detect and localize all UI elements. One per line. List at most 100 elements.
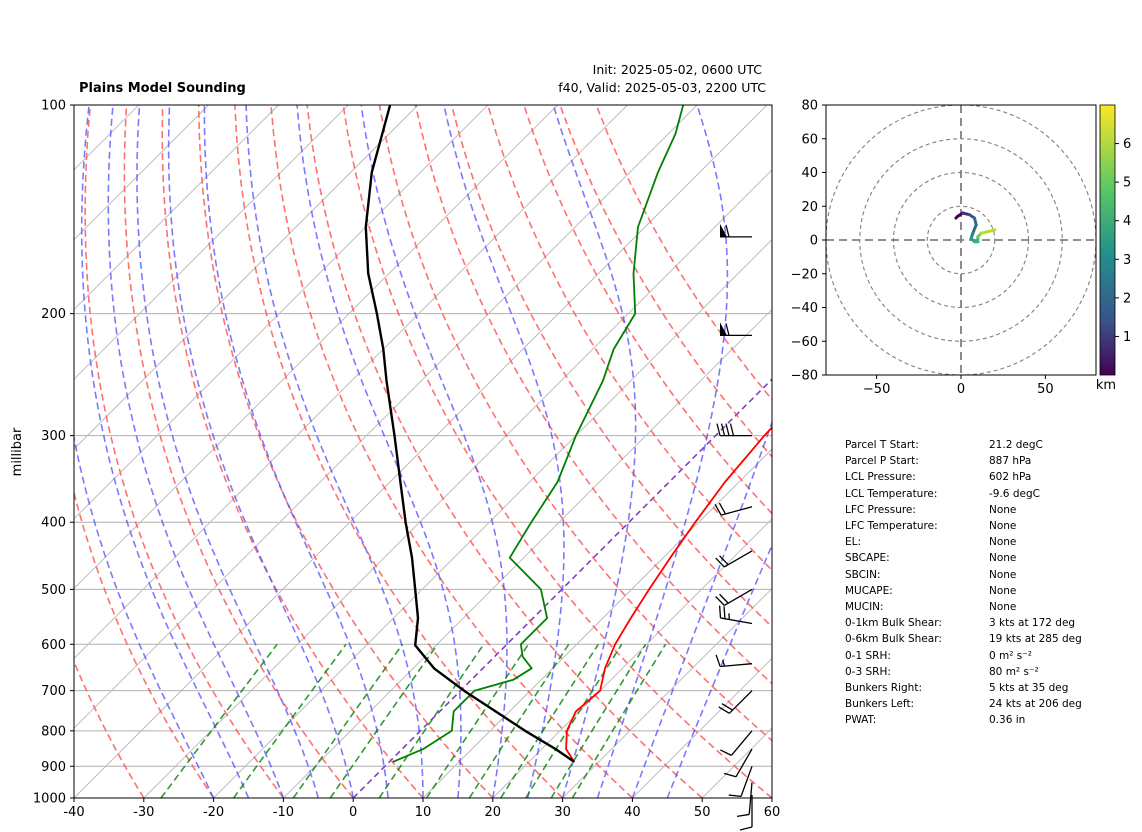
moist-adiabat xyxy=(360,105,508,798)
param-row: SBCIN: None xyxy=(845,567,1082,583)
dry-adiabat xyxy=(559,105,772,458)
dewpoint-profile xyxy=(392,105,685,763)
param-value: 0 m² s⁻² xyxy=(989,649,1033,662)
param-key: Bunkers Left: xyxy=(845,698,915,711)
colorbar-tick-label: 3 xyxy=(1123,253,1131,268)
x-tick-label: 50 xyxy=(694,805,711,820)
mixing-ratio-line xyxy=(160,643,278,798)
x-tick-label: 20 xyxy=(485,805,502,820)
param-value: 602 hPa xyxy=(989,471,1032,484)
barb-full xyxy=(739,826,753,831)
x-tick-label: -40 xyxy=(63,805,84,820)
wind-barb xyxy=(716,423,752,437)
barb-full xyxy=(718,605,722,618)
param-key: 0-6km Bulk Shear: xyxy=(845,633,942,646)
wind-barb xyxy=(715,654,753,668)
param-value: 887 hPa xyxy=(989,455,1032,468)
mixing-ratio-line xyxy=(500,643,599,798)
barb-flag xyxy=(720,223,727,237)
mixing-ratio-line xyxy=(378,643,485,798)
mixing-ratio-line xyxy=(232,643,347,798)
mixing-ratio-line xyxy=(292,643,404,798)
barb-full xyxy=(720,423,726,436)
x-tick-label: -10 xyxy=(273,805,294,820)
x-tick-label: 40 xyxy=(624,805,641,820)
param-value: 5 kts at 35 deg xyxy=(989,682,1069,695)
barb-flag xyxy=(720,322,727,336)
colorbar xyxy=(1099,104,1116,376)
barb-full xyxy=(719,593,729,604)
mixing-ratio-line xyxy=(329,643,439,798)
isotherm xyxy=(143,169,772,798)
param-row: Bunkers Left: 24 kts at 206 deg xyxy=(845,696,1082,712)
init-time: Init: 2025-05-02, 0600 UTC xyxy=(593,62,763,77)
barb-full xyxy=(728,794,742,798)
barb-staff xyxy=(720,506,753,516)
dry-adiabat xyxy=(270,105,633,798)
param-value: 80 m² s⁻² xyxy=(989,665,1039,678)
y-tick-label: 800 xyxy=(41,724,66,739)
sounding-parameters: Parcel T Start: 21.2 degC Parcel P Start: 8… xyxy=(845,437,1082,729)
chart-title: Plains Model Sounding xyxy=(79,81,246,96)
moist-adiabat xyxy=(107,105,285,798)
param-row: 0-6km Bulk Shear: 19 kts at 285 deg xyxy=(845,631,1082,647)
hodo-y-tick-label: −80 xyxy=(791,369,818,384)
barb-staff xyxy=(740,766,753,797)
y-tick-label: 500 xyxy=(41,583,66,598)
valid-time: f40, Valid: 2025-05-03, 2200 UTC xyxy=(558,80,766,95)
dry-adiabat xyxy=(414,105,772,685)
param-key: 0-1 SRH: xyxy=(845,649,891,662)
param-key: 0-3 SRH: xyxy=(845,665,891,678)
barb-staff xyxy=(748,782,753,815)
x-tick-label: 60 xyxy=(764,805,781,820)
hodo-y-tick-label: 40 xyxy=(801,166,818,181)
param-key: LFC Temperature: xyxy=(845,520,938,533)
x-tick-label: -30 xyxy=(133,805,154,820)
param-value: None xyxy=(989,584,1017,597)
hodograph-segment xyxy=(986,228,997,234)
barb-staff xyxy=(735,748,753,778)
y-tick-label: 1000 xyxy=(33,792,66,807)
dry-adiabat xyxy=(306,105,703,798)
param-row: SBCAPE: None xyxy=(845,550,1082,566)
param-key: EL: xyxy=(845,536,862,549)
param-value: 19 kts at 285 deg xyxy=(989,633,1082,646)
hodo-y-tick-label: −60 xyxy=(791,335,818,350)
hodo-x-tick-label: −50 xyxy=(863,382,890,397)
wind-barb xyxy=(715,550,753,568)
isotherm xyxy=(632,657,772,798)
barb-full xyxy=(729,423,735,436)
y-tick-label: 400 xyxy=(41,516,66,531)
hodo-y-tick-label: 60 xyxy=(801,132,818,147)
colorbar-label: km xyxy=(1096,378,1116,393)
wind-barb xyxy=(739,794,753,831)
wind-barb xyxy=(718,690,753,714)
param-row: Parcel P Start: 887 hPa xyxy=(845,453,1082,469)
param-value: None xyxy=(989,552,1017,565)
moist-adiabat xyxy=(203,105,389,798)
y-tick-label: 200 xyxy=(41,307,66,322)
y-axis-label: millibar xyxy=(10,427,25,476)
skewt-profiles xyxy=(364,105,772,763)
barb-staff xyxy=(723,588,753,606)
skewt-background-lines xyxy=(74,105,772,798)
barb-half xyxy=(721,660,726,667)
moist-adiabat xyxy=(443,105,565,798)
barb-full xyxy=(736,813,750,818)
barb-staff xyxy=(720,663,753,668)
wind-barb xyxy=(715,588,753,606)
dry-adiabat xyxy=(234,105,564,798)
dry-adiabat xyxy=(378,105,772,742)
param-value: -9.6 degC xyxy=(989,487,1040,500)
temperature-profile xyxy=(565,426,772,763)
hodograph-rings xyxy=(826,105,1096,375)
isotherm xyxy=(492,518,772,798)
wind-barb xyxy=(720,730,753,756)
param-row: Bunkers Right: 5 kts at 35 deg xyxy=(845,680,1082,696)
dry-adiabat xyxy=(123,105,354,798)
param-row: PWAT: 0.36 in xyxy=(845,712,1082,728)
param-key: MUCAPE: xyxy=(845,584,893,597)
barb-full xyxy=(725,224,730,238)
dry-adiabat xyxy=(487,105,772,572)
